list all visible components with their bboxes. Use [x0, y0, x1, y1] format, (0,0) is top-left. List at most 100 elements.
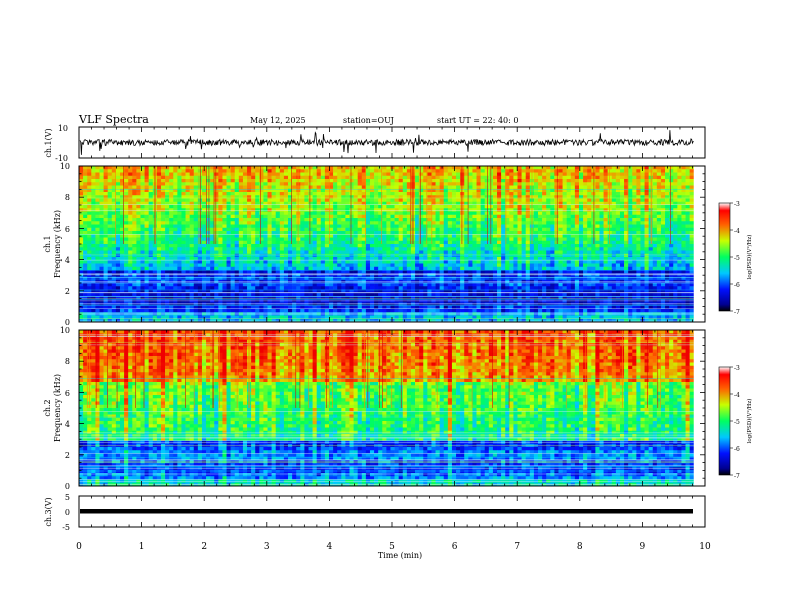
ch1-spectrogram-cell	[144, 221, 149, 225]
ch1-spectrogram-cell	[435, 240, 440, 245]
ch1-spectrogram-cell	[402, 244, 408, 248]
ch1-spectrogram-cell	[673, 253, 678, 258]
ch1-spectrogram-cell	[115, 224, 121, 229]
ch1-spectrogram-cell	[423, 227, 428, 232]
ch1-spectrogram-cell	[431, 263, 436, 268]
ch1-spectrogram-cell	[423, 211, 428, 216]
ch1-spectrogram-cell	[263, 240, 268, 245]
ch1-spectrogram-cell	[476, 195, 481, 199]
ch1-spectrogram-cell	[558, 169, 563, 173]
ch1-spectrogram-cell	[410, 263, 416, 268]
ch1-spectrogram-cell	[206, 185, 211, 190]
ch1-spectrogram-cell	[177, 169, 182, 173]
ch1-spectrogram-cell	[361, 224, 367, 229]
ch1-spectrogram-cell	[328, 266, 334, 271]
ch1-spectrogram-cell	[673, 182, 678, 186]
ch1-spectrogram-cell	[353, 231, 358, 235]
ch1-spectrogram-cell	[386, 234, 391, 238]
ch1-spectrogram-cell	[169, 205, 174, 209]
ch1-spectrogram-cell	[587, 188, 592, 193]
ch1-spectrogram-cell	[628, 253, 633, 258]
ch1-spectrogram-cell	[328, 188, 334, 193]
ch1-spectrogram-cell	[558, 224, 563, 229]
ch1-spectrogram-cell	[681, 166, 686, 170]
ch1-spectrogram-cell	[185, 263, 190, 268]
ch1-spectrogram-cell	[160, 169, 166, 173]
ch1-spectrogram-cell	[669, 208, 674, 212]
ch1-spectrogram-cell	[119, 175, 125, 180]
ch1-spectrogram-cell	[652, 172, 658, 177]
ch1-spectrogram-cell	[251, 198, 256, 203]
ch1-spectrogram-cell	[501, 260, 506, 264]
ch1-spectrogram-cell	[464, 185, 469, 190]
ch1-spectrogram-cell	[509, 227, 514, 232]
ch1-spectrogram-cell	[238, 263, 244, 268]
ch1-spectrogram-cell	[451, 198, 457, 203]
ch1-spectrogram-cell	[554, 250, 559, 255]
ch1-spectrogram-cell	[316, 188, 322, 193]
ch1-spectrogram-cell	[538, 221, 543, 225]
ch1-spectrogram-cell	[439, 198, 445, 203]
ch1-spectrogram-cell	[365, 172, 371, 177]
ch1-spectrogram-cell	[628, 208, 633, 212]
ch1-spectrogram-cell	[107, 270, 113, 274]
ch1-spectrogram-cell	[111, 218, 117, 222]
ch1-spectrogram-cell	[492, 175, 498, 180]
ch1-spectrogram-cell	[361, 205, 367, 209]
ch1-spectrogram-cell	[374, 185, 379, 190]
ch1-spectrogram-cell	[611, 237, 617, 242]
ch1-spectrogram-cell	[148, 201, 154, 206]
ch1-spectrogram-cell	[624, 201, 629, 206]
ch1-spectrogram-cell	[464, 211, 469, 216]
ch1-spectrogram-cell	[472, 266, 477, 271]
ch1-spectrogram-cell	[337, 182, 342, 186]
ch1-spectrogram-cell	[292, 179, 297, 183]
ch1-spectrogram-cell	[353, 179, 358, 183]
ch1-spectrogram-cell	[656, 234, 662, 238]
ch1-spectrogram-cell	[603, 188, 608, 193]
ch1-spectrogram-cell	[402, 172, 408, 177]
ch1-spectrogram-cell	[665, 218, 670, 222]
ch1-spectrogram-cell	[427, 227, 432, 232]
ch1-spectrogram-cell	[320, 195, 326, 199]
ch1-spectrogram-cell	[328, 211, 334, 216]
ch1-spectrogram-cell	[148, 182, 154, 186]
ch1-spectrogram-cell	[275, 263, 281, 268]
ch1-spectrogram-cell	[566, 244, 572, 248]
ch1-spectrogram-cell	[562, 234, 567, 238]
ch1-spectrogram-cell	[460, 182, 465, 186]
ch1-spectrogram-cell	[619, 195, 625, 199]
ch1-spectrogram-cell	[152, 244, 158, 248]
ch1-spectrogram-cell	[374, 231, 379, 235]
ch1-spectrogram-cell	[398, 263, 404, 268]
ch1-spectrogram-cell	[333, 195, 338, 199]
ch1-spectrogram-cell	[488, 253, 494, 258]
ch1-spectrogram-cell	[361, 231, 367, 235]
ch1-spectrogram-cell	[119, 185, 125, 190]
ch1-spectrogram-cell	[591, 198, 596, 203]
ch1-spectrogram-cell	[369, 192, 375, 196]
ch1-spectrogram-cell	[525, 185, 531, 190]
ch1-spectrogram-cell	[632, 198, 637, 203]
ch1-spectrogram-cell	[615, 211, 621, 216]
ch1-spectrogram-cell	[288, 166, 293, 170]
ch1-spectrogram-cell	[177, 218, 182, 222]
ch1-spectrogram-cell	[652, 221, 658, 225]
ch1-spectrogram-cell	[554, 214, 559, 219]
ch1-spectrogram-cell	[283, 182, 289, 186]
ch1-spectrogram-cell	[283, 214, 289, 219]
ch1-spectrogram-cell	[124, 260, 129, 264]
ch1-spectrogram-cell	[353, 253, 358, 258]
ch1-spectrogram-cell	[115, 270, 121, 274]
ch1-spectrogram-cell	[447, 240, 453, 245]
ch1-spectrogram-cell	[624, 179, 629, 183]
ch1-spectrogram-cell	[382, 234, 387, 238]
ch1-spectrogram-cell	[595, 192, 600, 196]
ch1-spectrogram-cell	[247, 240, 252, 245]
ch1-spectrogram-cell	[300, 172, 305, 177]
ch1-spectrogram-cell	[673, 211, 678, 216]
ch1-spectrogram-cell	[337, 240, 342, 245]
ch1-spectrogram-cell	[533, 266, 539, 271]
ch1-spectrogram-cell	[578, 260, 584, 264]
ch1-spectrogram-cell	[79, 192, 84, 196]
